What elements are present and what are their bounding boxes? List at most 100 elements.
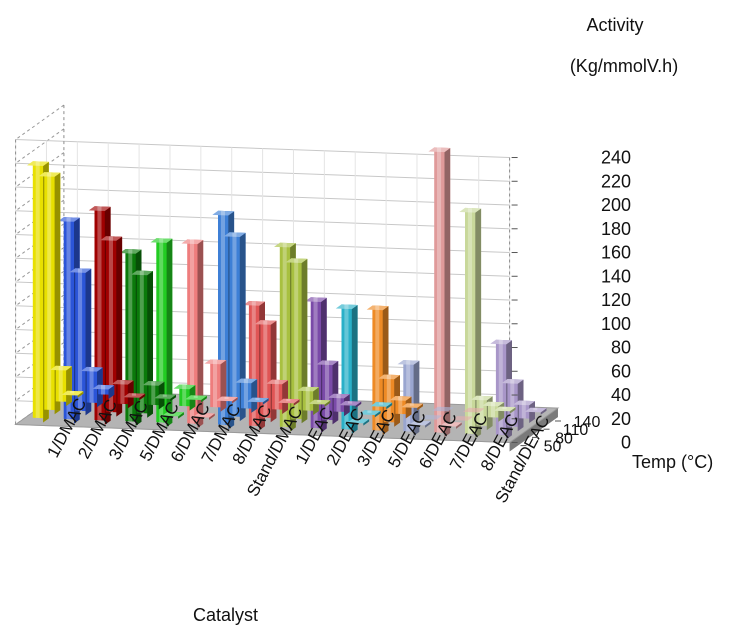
bar-top-face	[524, 407, 547, 413]
bar-110-11	[389, 396, 412, 419]
bar-140-8	[308, 399, 331, 407]
bar-140-1	[92, 384, 115, 399]
bar-side-face	[540, 408, 547, 415]
bar-top-face	[150, 238, 173, 243]
bar-side-face	[417, 403, 423, 411]
chart-title-line2: (Kg/mmolV.h)	[570, 56, 678, 76]
bar-side-face	[178, 412, 184, 419]
bar-highlight	[243, 378, 248, 409]
bar-top-face	[212, 210, 235, 216]
bar-highlight	[35, 161, 40, 419]
bar-side-face	[66, 366, 72, 407]
bar-140-9	[339, 401, 362, 408]
bar-side-face	[386, 402, 393, 410]
bar-side-face	[108, 385, 115, 399]
bar-highlight	[263, 320, 268, 418]
bar-top-face	[50, 365, 72, 371]
bar-highlight	[47, 172, 52, 410]
bar-highlight	[286, 398, 291, 402]
side-gridline	[15, 247, 65, 283]
temp-label: 110	[563, 422, 589, 439]
y-tick-label: 200	[601, 195, 631, 215]
bar-side-face	[324, 400, 331, 407]
bar-110-15	[513, 400, 535, 423]
bar-140-3	[154, 394, 176, 402]
bar-top-face	[397, 360, 420, 365]
y-tick-label: 120	[601, 290, 631, 310]
y-tick-label: 40	[611, 385, 631, 405]
bar-side-face	[170, 394, 176, 402]
bar-side-face	[363, 419, 370, 426]
bar-highlight	[213, 359, 218, 408]
bar-highlight	[89, 367, 94, 403]
bar-top-face	[274, 242, 296, 248]
bar-top-face	[88, 206, 111, 211]
bar-110-7	[266, 379, 288, 414]
bar-side-face	[239, 232, 246, 422]
bar-top-face	[347, 418, 370, 424]
bar-110-12	[420, 414, 443, 420]
bar-top-face	[38, 172, 61, 177]
bar-top-face	[215, 396, 238, 402]
bar-side-face	[444, 148, 451, 438]
bar-highlight	[224, 396, 229, 400]
bar-highlight	[131, 393, 136, 396]
bar-side-face	[509, 407, 516, 414]
bar-top-face	[401, 403, 423, 408]
bar-80-4	[162, 411, 184, 419]
bar-highlight	[159, 238, 164, 423]
side-gridline	[15, 365, 65, 402]
y-tick-label: 60	[611, 361, 631, 381]
bar-side-face	[301, 258, 308, 424]
y-tick-label: 240	[601, 148, 631, 168]
bar-140-12	[432, 406, 454, 412]
bar-top-face	[285, 258, 308, 263]
bar-highlight	[274, 379, 279, 410]
temp-label: 140	[574, 414, 601, 431]
temp-label: 80	[555, 430, 573, 447]
bar-top-face	[111, 379, 134, 385]
bar-top-face	[192, 412, 215, 418]
bar-top-face	[308, 399, 331, 405]
bar-highlight	[70, 391, 75, 394]
bar-110-10	[358, 410, 381, 418]
bar-top-face	[181, 239, 204, 245]
bar-base	[451, 416, 474, 421]
bar-top-face	[490, 339, 512, 345]
bar-side-face	[282, 380, 288, 414]
bar-base	[462, 407, 485, 413]
bar-base	[432, 406, 454, 412]
bar-80-6	[223, 232, 246, 422]
bar-80-13	[439, 421, 462, 429]
bar-top-face	[162, 411, 184, 417]
bar-top-face	[154, 394, 176, 399]
bar-side-face	[355, 401, 362, 408]
bar-50-13	[428, 147, 451, 438]
bar-highlight	[378, 402, 383, 405]
bar-top-face	[366, 305, 389, 311]
bar-top-face	[100, 236, 123, 241]
bar-top-face	[335, 304, 358, 310]
bar-top-face	[131, 270, 153, 276]
y-tick-label: 100	[601, 314, 631, 334]
chart-title-line1: Activity	[586, 15, 643, 35]
bar-highlight	[375, 305, 380, 431]
bar-140-5	[215, 396, 238, 404]
bar-80-12	[409, 420, 431, 428]
bar-top-face	[27, 161, 49, 166]
bar-top-face	[459, 207, 482, 213]
bar-50-5	[181, 239, 204, 429]
side-gridline	[15, 294, 65, 330]
bar-110-4	[173, 384, 196, 411]
chart-bars	[27, 147, 547, 440]
y-tick-label: 220	[601, 171, 631, 191]
bar-side-face	[139, 393, 146, 401]
bar-highlight	[193, 395, 198, 398]
bar-highlight	[120, 380, 125, 404]
y-tick-label: 20	[611, 409, 631, 429]
bar-top-face	[266, 379, 288, 385]
bar-highlight	[151, 381, 156, 405]
bar-140-6	[246, 397, 269, 405]
